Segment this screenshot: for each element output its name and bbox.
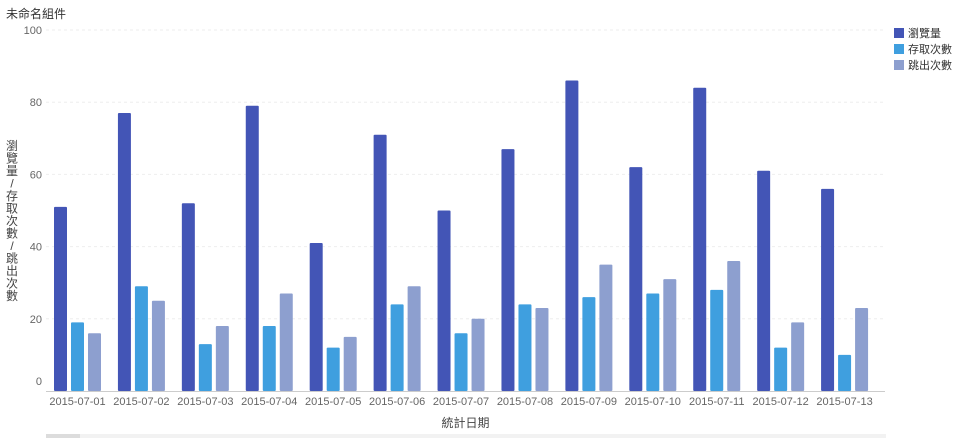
bar-visits-2015-07-05[interactable] [326, 347, 340, 391]
bar-bounces-2015-07-10[interactable] [663, 279, 677, 391]
bar-bounces-2015-07-08[interactable] [535, 307, 549, 391]
bar-visits-2015-07-03[interactable] [198, 344, 212, 391]
bar-views-2015-07-02[interactable] [117, 113, 131, 391]
bar-bounces-2015-07-04[interactable] [279, 293, 293, 391]
bar-visits-2015-07-09[interactable] [582, 297, 596, 391]
y-tick-label: 100 [24, 25, 42, 37]
bar-visits-2015-07-07[interactable] [454, 333, 468, 391]
bar-bounces-2015-07-13[interactable] [855, 307, 869, 391]
legend-label[interactable]: 瀏覽量 [908, 26, 941, 40]
bar-bounces-2015-07-01[interactable] [88, 333, 101, 391]
bar-visits-2015-07-01[interactable] [71, 322, 84, 391]
bar-bounces-2015-07-11[interactable] [727, 261, 741, 391]
x-tick-label: 2015-07-06 [369, 396, 425, 408]
x-tick-label: 2015-07-11 [689, 396, 744, 408]
bar-visits-2015-07-13[interactable] [838, 354, 852, 391]
bar-views-2015-07-13[interactable] [821, 188, 835, 391]
bar-views-2015-07-01[interactable] [54, 206, 67, 391]
y-axis-title: 瀏覽量/存取次數/跳出次數 [6, 138, 18, 303]
bar-bounces-2015-07-06[interactable] [407, 286, 421, 391]
x-tick-label: 2015-07-04 [241, 396, 297, 408]
bar-views-2015-07-06[interactable] [373, 134, 387, 391]
legend-swatch[interactable] [894, 44, 904, 54]
bar-visits-2015-07-12[interactable] [774, 347, 788, 391]
bar-views-2015-07-03[interactable] [181, 203, 195, 391]
x-tick-label: 2015-07-09 [561, 396, 617, 408]
bar-bounces-2015-07-02[interactable] [151, 300, 165, 391]
x-tick-label: 2015-07-08 [497, 396, 553, 408]
bar-views-2015-07-12[interactable] [757, 170, 771, 391]
x-tick-label: 2015-07-02 [113, 396, 169, 408]
legend-swatch[interactable] [894, 60, 904, 70]
x-axis-ticks: 2015-07-01 2015-07-02 2015-07-03 2015-07-04… [49, 396, 872, 408]
bar-visits-2015-07-02[interactable] [134, 286, 148, 391]
bars [54, 80, 869, 392]
bar-views-2015-07-10[interactable] [629, 167, 643, 391]
bar-views-2015-07-08[interactable] [501, 149, 515, 391]
legend-swatch[interactable] [894, 28, 904, 38]
bar-visits-2015-07-04[interactable] [262, 326, 276, 391]
legend-label[interactable]: 存取次數 [908, 42, 952, 56]
y-tick-label: 20 [30, 314, 42, 326]
x-tick-label: 2015-07-12 [753, 396, 809, 408]
scrollbar-thumb[interactable] [46, 434, 80, 438]
bar-bounces-2015-07-07[interactable] [471, 318, 485, 391]
bar-visits-2015-07-08[interactable] [518, 304, 532, 391]
y-tick-label: 60 [30, 169, 42, 181]
legend-label[interactable]: 跳出次數 [908, 58, 952, 72]
y-tick-label: 40 [30, 242, 42, 254]
widget-title: 未命名組件 [6, 7, 67, 21]
bar-views-2015-07-04[interactable] [245, 105, 259, 391]
x-axis-title: 統計日期 [441, 415, 489, 430]
x-tick-label: 2015-07-03 [177, 396, 233, 408]
bar-bounces-2015-07-03[interactable] [215, 326, 229, 391]
y-tick-label: 80 [30, 97, 42, 109]
horizontal-scrollbar[interactable] [46, 434, 886, 438]
bar-visits-2015-07-11[interactable] [710, 289, 724, 391]
x-tick-label: 2015-07-07 [433, 396, 489, 408]
bar-visits-2015-07-10[interactable] [646, 293, 660, 391]
bar-views-2015-07-05[interactable] [309, 242, 323, 391]
x-tick-label: 2015-07-10 [625, 396, 681, 408]
bar-bounces-2015-07-05[interactable] [343, 336, 357, 391]
x-tick-label: 2015-07-01 [49, 396, 105, 408]
bar-views-2015-07-11[interactable] [693, 87, 707, 391]
bar-visits-2015-07-06[interactable] [390, 304, 404, 391]
bar-views-2015-07-09[interactable] [565, 80, 579, 391]
x-tick-label: 2015-07-13 [816, 396, 872, 408]
y-axis-ticks: 0 20 40 60 80 100 [24, 25, 42, 388]
x-tick-label: 2015-07-05 [305, 396, 361, 408]
y-tick-label: 0 [36, 376, 42, 388]
bar-bounces-2015-07-09[interactable] [599, 264, 613, 391]
bar-bounces-2015-07-12[interactable] [791, 322, 805, 391]
bar-views-2015-07-07[interactable] [437, 210, 451, 392]
